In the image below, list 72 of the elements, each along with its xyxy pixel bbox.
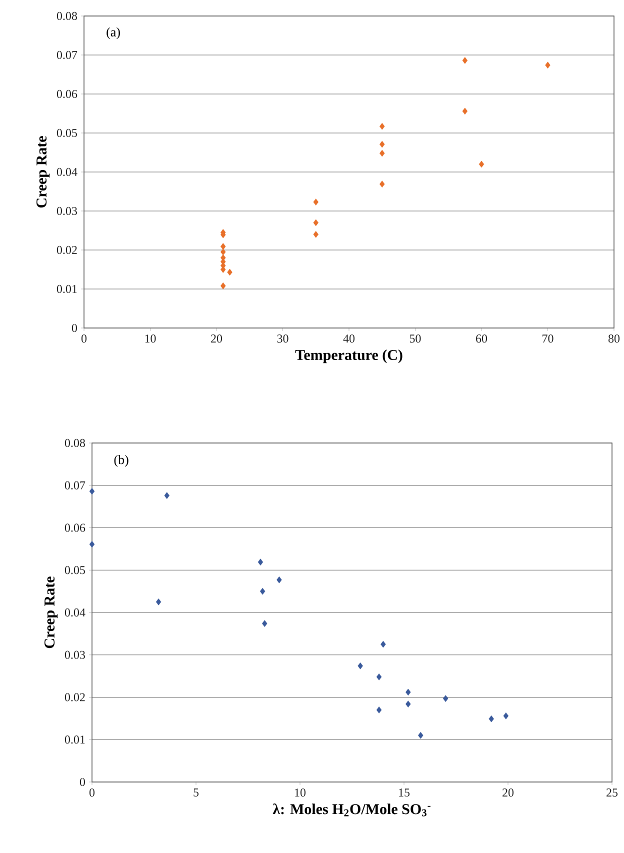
point <box>376 674 382 680</box>
x-tick-label: 20 <box>211 334 222 343</box>
y-axis-title: Creep Rate <box>44 576 58 648</box>
y-tick-label: 0 <box>80 778 86 786</box>
point <box>478 160 484 168</box>
y-tick-label: 0.08 <box>56 12 78 20</box>
annotation: (a) <box>106 27 120 40</box>
x-tick-label: 40 <box>343 334 355 343</box>
point <box>258 558 264 566</box>
y-tick-label: 0.02 <box>56 246 77 254</box>
y-tick-label: 0.01 <box>56 284 77 294</box>
y-tick-label: 0.01 <box>64 736 85 744</box>
x-axis-title: Temperature (C) <box>295 350 402 364</box>
y-tick-label: 0.07 <box>64 481 86 490</box>
x-tick-label: 60 <box>476 334 488 343</box>
x-tick-label: 70 <box>542 334 554 343</box>
x-axis-title: λ: Moles H$_{2}$O/Mole SO$_{3}$- <box>272 804 430 816</box>
y-tick-label: 0.06 <box>56 90 78 98</box>
x-tick-label: 20 <box>502 788 514 797</box>
x-tick-label: 10 <box>145 334 156 343</box>
point <box>89 540 95 548</box>
point <box>503 712 509 720</box>
point <box>488 715 494 722</box>
point <box>220 266 226 273</box>
x-tick-label: 25 <box>606 788 618 797</box>
point <box>276 576 282 584</box>
annotation: (b) <box>114 455 128 467</box>
x-tick-label: 50 <box>410 334 421 343</box>
point <box>313 230 318 238</box>
y-tick-label: 0.05 <box>56 128 78 138</box>
point <box>262 620 268 627</box>
point <box>406 688 411 696</box>
point <box>313 219 318 226</box>
x-tick-label: 0 <box>89 788 95 797</box>
y-tick-label: 0.02 <box>64 693 85 702</box>
x-tick-label: 30 <box>277 334 288 343</box>
point <box>380 122 385 130</box>
y-axis-title: Creep Rate <box>36 136 50 208</box>
x-tick-label: 5 <box>194 788 199 796</box>
y-tick-label: 0.08 <box>64 438 86 448</box>
x-tick-label: 15 <box>399 788 410 797</box>
point <box>220 248 226 256</box>
y-tick-label: 0.05 <box>64 566 86 574</box>
y-tick-label: 0.07 <box>56 50 78 60</box>
point <box>406 700 411 708</box>
x-tick-label: 80 <box>608 334 620 343</box>
point <box>164 492 170 499</box>
y-tick-label: 0.04 <box>64 608 86 617</box>
point <box>418 732 424 739</box>
point <box>380 150 385 157</box>
x-tick-label: 10 <box>295 788 306 797</box>
point <box>227 268 232 276</box>
point <box>380 640 386 648</box>
point <box>220 243 226 250</box>
point <box>462 108 468 115</box>
point <box>380 180 385 188</box>
point <box>260 588 266 595</box>
point <box>443 695 448 702</box>
point <box>313 198 318 206</box>
point <box>156 598 162 606</box>
point <box>358 662 363 670</box>
y-tick-label: 0.03 <box>56 206 78 216</box>
point <box>89 488 95 495</box>
point <box>380 140 385 148</box>
point <box>545 62 550 69</box>
y-tick-label: 0 <box>72 324 78 332</box>
point <box>376 706 382 714</box>
point <box>220 282 226 290</box>
y-tick-label: 0.03 <box>64 650 86 659</box>
y-tick-label: 0.04 <box>56 168 78 176</box>
y-tick-label: 0.06 <box>64 524 86 532</box>
point <box>462 57 468 64</box>
